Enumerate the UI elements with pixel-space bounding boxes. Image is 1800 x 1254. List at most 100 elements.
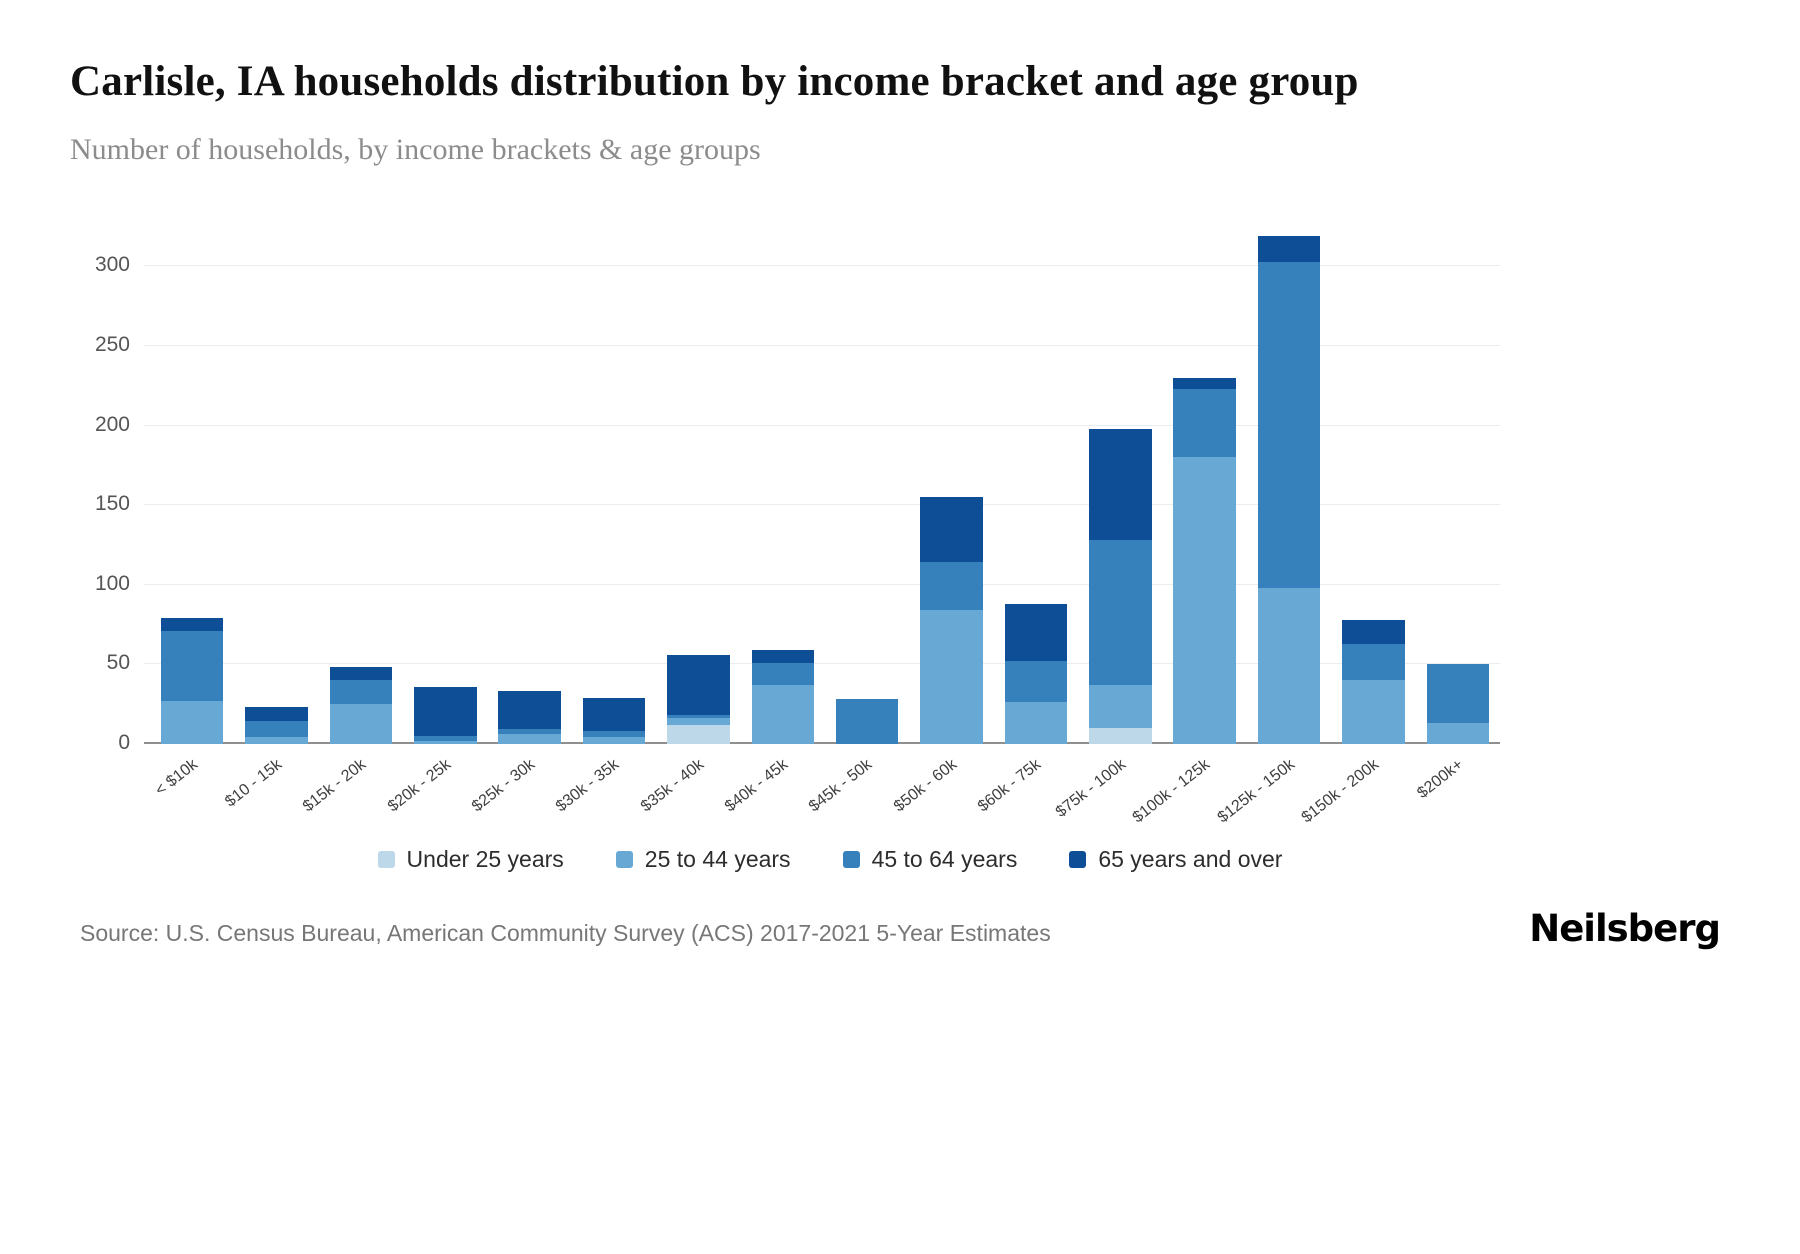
x-axis-tick-label: $25k - 30k bbox=[468, 755, 539, 816]
bar-segment[interactable] bbox=[1004, 702, 1068, 744]
bar-segment[interactable] bbox=[1173, 388, 1236, 458]
y-axis-tick-label: 300 bbox=[94, 253, 130, 277]
legend-label: 25 to 44 years bbox=[644, 845, 791, 872]
bar--100k-125k bbox=[1163, 219, 1247, 744]
legend-swatch bbox=[615, 850, 633, 868]
bar-segment[interactable] bbox=[751, 649, 815, 663]
bar--50k-60k bbox=[909, 219, 993, 744]
bar-segment[interactable] bbox=[920, 562, 983, 611]
bar-segment[interactable] bbox=[1426, 664, 1490, 724]
bar-segment[interactable] bbox=[1173, 377, 1236, 389]
brand-logo: Neilsberg bbox=[1529, 906, 1721, 950]
bar-segment[interactable] bbox=[1257, 261, 1321, 588]
bar--75k-100k bbox=[1078, 219, 1162, 744]
bar-segment[interactable] bbox=[835, 699, 899, 744]
bar--30k-35k bbox=[572, 219, 656, 744]
bar--10-15k bbox=[234, 219, 318, 744]
bar-segment[interactable] bbox=[1342, 680, 1405, 744]
bar-segment[interactable] bbox=[1089, 540, 1152, 685]
bar--125k-150k bbox=[1247, 219, 1331, 744]
bar-segment[interactable] bbox=[667, 724, 730, 744]
bar-segment[interactable] bbox=[160, 630, 224, 701]
x-axis-baseline bbox=[144, 741, 1500, 744]
bar-segment[interactable] bbox=[329, 703, 393, 744]
gridline bbox=[144, 345, 1500, 347]
bar-segment[interactable] bbox=[582, 737, 646, 744]
x-axis-tick-label: $60k - 75k bbox=[975, 755, 1045, 816]
bar-segment[interactable] bbox=[1342, 643, 1405, 681]
bar-segment[interactable] bbox=[920, 497, 983, 563]
bar--25k-30k bbox=[488, 219, 572, 744]
bar-segment[interactable] bbox=[667, 654, 730, 716]
x-axis-labels: < $10k $10 - 15k $15k - 20k $20k - 25k $25k … bbox=[150, 744, 1500, 840]
bar-segment[interactable] bbox=[498, 729, 561, 735]
x-axis-tick-label: $100k - 125k bbox=[1129, 755, 1214, 827]
x-axis-tick-label: $150k - 200k bbox=[1298, 755, 1382, 827]
y-axis-tick-label: 150 bbox=[94, 492, 130, 516]
bar--20k-25k bbox=[403, 219, 487, 744]
legend-label: Under 25 years bbox=[406, 845, 564, 872]
gridline bbox=[144, 663, 1500, 665]
bar--35k-40k bbox=[656, 219, 740, 744]
bar-segment[interactable] bbox=[751, 662, 815, 685]
bar-segment[interactable] bbox=[582, 731, 646, 738]
bar--200k+ bbox=[1416, 219, 1500, 744]
gridline bbox=[144, 424, 1500, 426]
bar-segment[interactable] bbox=[1426, 723, 1490, 744]
x-axis-tick-label: $40k - 45k bbox=[721, 755, 792, 816]
bar-segment[interactable] bbox=[414, 686, 477, 736]
bar-segment[interactable] bbox=[1089, 684, 1152, 728]
x-axis-tick-label: $200k+ bbox=[1414, 755, 1467, 802]
bar-segment[interactable] bbox=[1004, 603, 1068, 662]
x-axis-tick-label: $75k - 100k bbox=[1052, 755, 1129, 821]
bar-segment[interactable] bbox=[329, 667, 393, 681]
bar-segment[interactable] bbox=[1089, 428, 1152, 541]
bar-segment[interactable] bbox=[414, 740, 477, 744]
bar-segment[interactable] bbox=[920, 610, 983, 744]
bar-segment[interactable] bbox=[751, 684, 815, 744]
bar-segment[interactable] bbox=[245, 737, 308, 744]
bar--40k-45k bbox=[741, 219, 825, 744]
bar-segment[interactable] bbox=[414, 735, 477, 741]
legend-item-under-25-years[interactable]: Under 25 years bbox=[377, 845, 564, 873]
y-axis-tick-label: 200 bbox=[94, 412, 130, 436]
bar-segment[interactable] bbox=[1342, 619, 1405, 644]
legend-swatch bbox=[377, 850, 395, 868]
legend-item-25-to-44-years[interactable]: 25 to 44 years bbox=[615, 845, 791, 873]
legend-label: 45 to 64 years bbox=[871, 845, 1018, 872]
y-axis-tick-label: 50 bbox=[106, 651, 130, 675]
x-axis-tick-label: $125k - 150k bbox=[1214, 755, 1298, 827]
bar--45k-50k bbox=[825, 219, 909, 744]
bar--10k bbox=[150, 219, 234, 744]
bars-container bbox=[150, 219, 1500, 744]
bar-segment[interactable] bbox=[498, 734, 561, 744]
bar-segment[interactable] bbox=[582, 697, 646, 732]
legend-item-45-to-64-years[interactable]: 45 to 64 years bbox=[842, 845, 1018, 873]
footer: Source: U.S. Census Bureau, American Com… bbox=[80, 906, 1721, 950]
x-axis-tick-label: $15k - 20k bbox=[300, 755, 370, 816]
bar--60k-75k bbox=[994, 219, 1078, 744]
plot-area: 0 50 100 150 200 250 300 bbox=[95, 219, 1500, 754]
x-axis-tick-label: $30k - 35k bbox=[553, 755, 623, 816]
bar-segment[interactable] bbox=[1173, 457, 1236, 744]
gridline bbox=[144, 504, 1500, 506]
bar-segment[interactable] bbox=[329, 680, 393, 704]
bar-segment[interactable] bbox=[245, 707, 308, 722]
bar--15k-20k bbox=[319, 219, 403, 744]
x-axis-tick-label: $35k - 40k bbox=[637, 755, 707, 816]
y-axis-tick-label: 0 bbox=[118, 730, 130, 754]
bar-segment[interactable] bbox=[667, 715, 730, 719]
bar-segment[interactable] bbox=[667, 718, 730, 725]
legend-item-65-years-and-over[interactable]: 65 years and over bbox=[1069, 846, 1282, 873]
y-axis-tick-label: 100 bbox=[94, 571, 130, 595]
bar-segment[interactable] bbox=[1257, 587, 1321, 744]
bar-segment[interactable] bbox=[1004, 661, 1068, 703]
bar-segment[interactable] bbox=[160, 700, 224, 744]
x-axis-tick-label: $50k - 60k bbox=[890, 755, 961, 816]
gridline bbox=[144, 583, 1500, 585]
bar-segment[interactable] bbox=[160, 618, 224, 631]
bar-segment[interactable] bbox=[498, 691, 561, 730]
bar-segment[interactable] bbox=[1089, 727, 1152, 744]
bar-segment[interactable] bbox=[245, 721, 308, 738]
bar-segment[interactable] bbox=[1257, 236, 1321, 262]
